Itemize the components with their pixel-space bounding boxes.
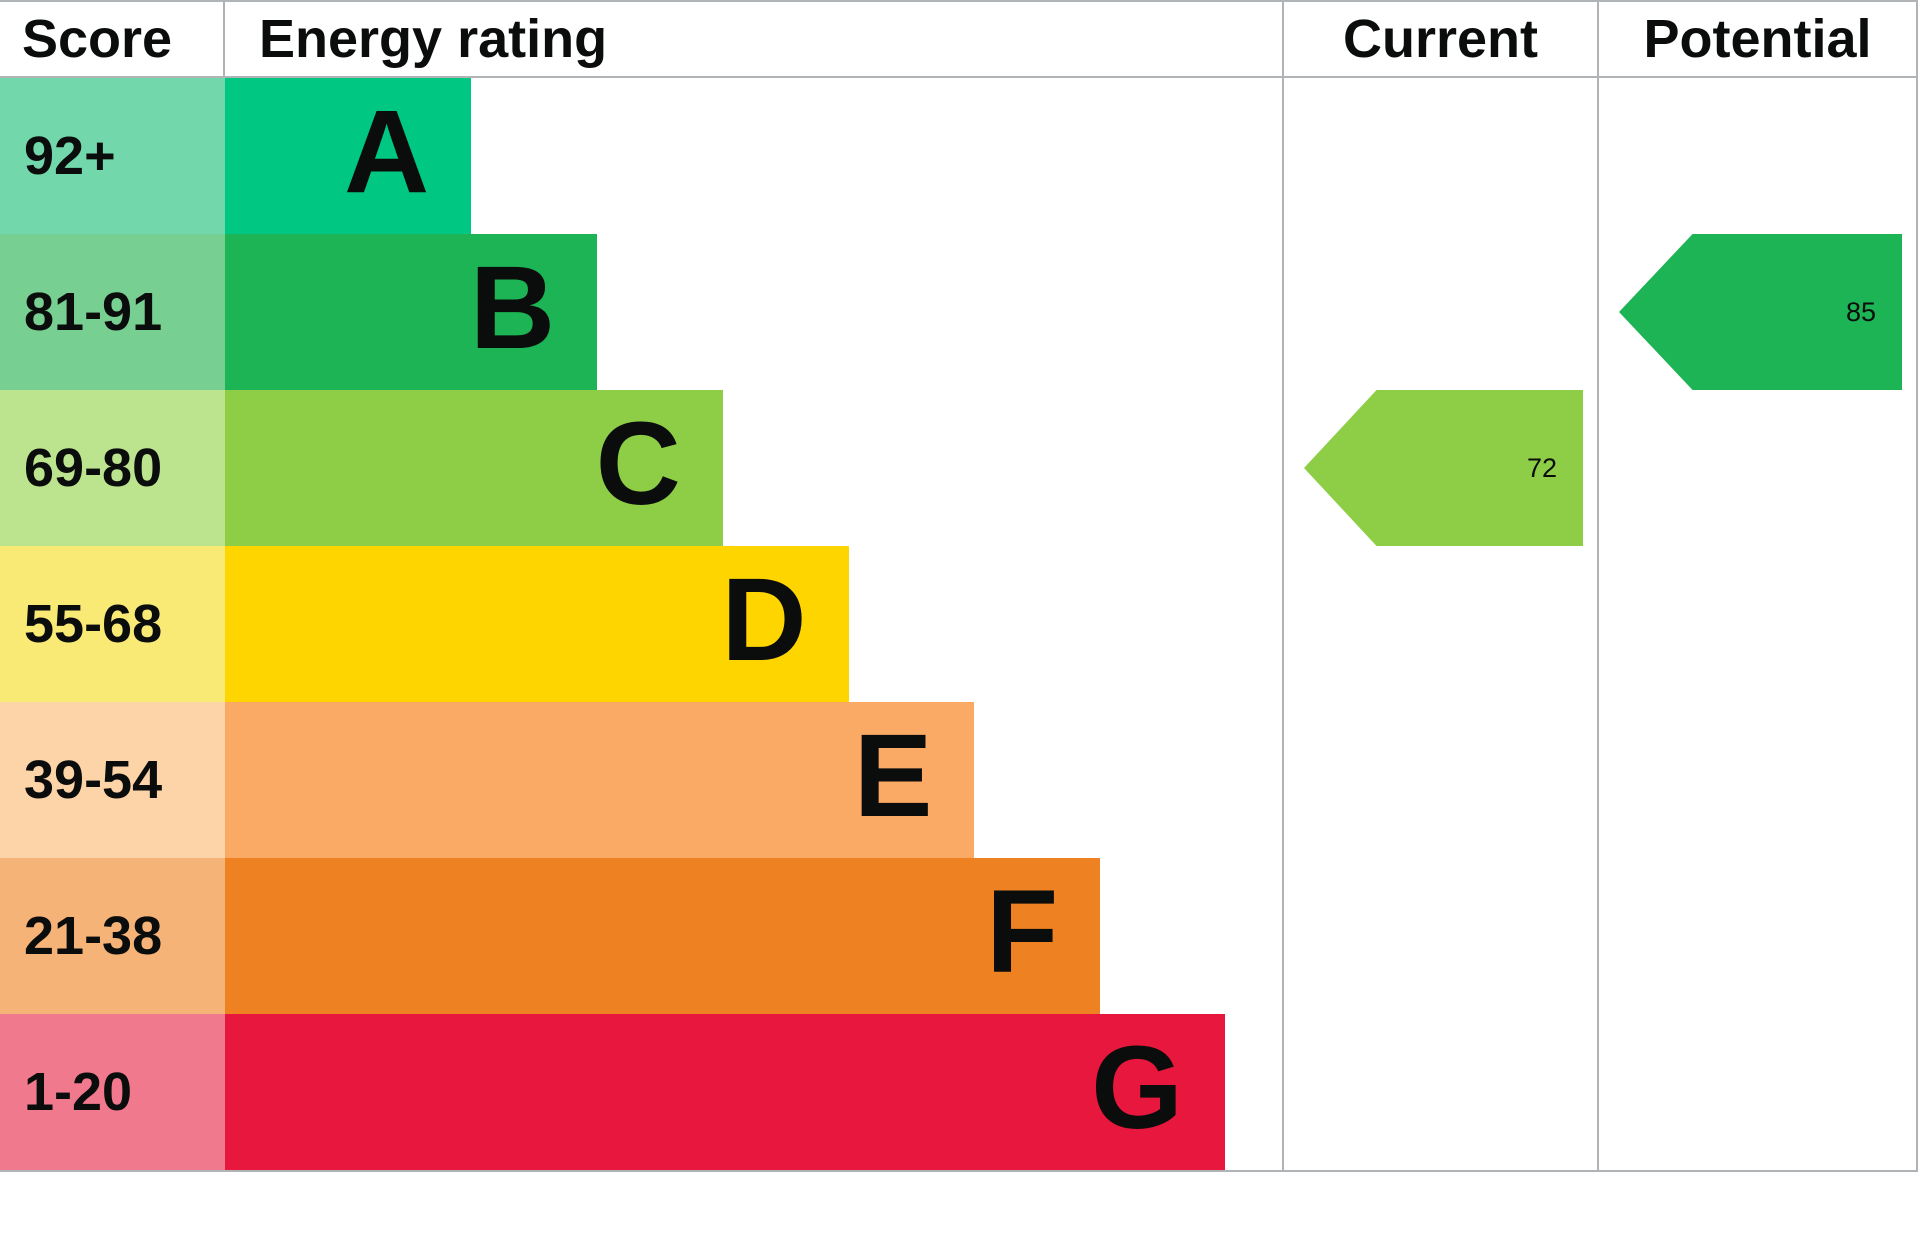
score-range-cell: 1-20: [0, 1014, 225, 1170]
energy-band-bar: F: [225, 858, 1101, 1014]
current-cell: 72: [1282, 390, 1597, 546]
current-cell: [1282, 78, 1597, 234]
score-range-cell: 92+: [0, 78, 225, 234]
header-row: Score Energy rating Current Potential: [0, 0, 1918, 78]
potential-cell: [1597, 702, 1918, 858]
score-range-cell: 81-91: [0, 234, 225, 390]
header-potential: Potential: [1597, 2, 1918, 76]
band-row: 21-38 F: [0, 858, 1918, 1014]
band-row: 55-68 D: [0, 546, 1918, 702]
band-letter: G: [1091, 1022, 1183, 1154]
score-range-label: 92+: [24, 126, 116, 186]
current-cell: [1282, 702, 1597, 858]
score-range-label: 1-20: [24, 1062, 133, 1122]
energy-rating-bar-cell: E: [225, 702, 1282, 858]
current-cell: [1282, 234, 1597, 390]
band-letter: C: [595, 398, 681, 530]
potential-rating-arrow: 85: [1619, 234, 1902, 390]
potential-cell: [1597, 390, 1918, 546]
score-range-label: 55-68: [24, 594, 163, 654]
band-row: 81-91 B 85: [0, 234, 1918, 390]
score-range-label: 81-91: [24, 282, 163, 342]
score-range-cell: 39-54: [0, 702, 225, 858]
current-cell: [1282, 1014, 1597, 1170]
band-row: 92+ A: [0, 78, 1918, 234]
energy-rating-bar-cell: F: [225, 858, 1282, 1014]
header-energy-rating: Energy rating: [259, 9, 608, 69]
current-rating-value: 72: [1526, 452, 1557, 483]
energy-rating-bar-cell: G: [225, 1014, 1282, 1170]
energy-band-bar: A: [225, 78, 472, 234]
potential-cell: [1597, 546, 1918, 702]
header-current: Current: [1282, 2, 1597, 76]
band-letter: D: [721, 554, 807, 686]
score-range-cell: 69-80: [0, 390, 225, 546]
potential-cell: [1597, 1014, 1918, 1170]
score-range-cell: 21-38: [0, 858, 225, 1014]
band-row: 69-80 C 72: [0, 390, 1918, 546]
band-letter: E: [853, 710, 933, 842]
score-range-cell: 55-68: [0, 546, 225, 702]
potential-cell: [1597, 78, 1918, 234]
band-row: 1-20 G: [0, 1014, 1918, 1170]
score-range-label: 21-38: [24, 906, 163, 966]
epc-bands: 92+ A 81-91 B 85 69-80 C 72: [0, 78, 1918, 1172]
header-score: Score: [0, 2, 225, 76]
energy-band-bar: E: [225, 702, 975, 858]
potential-rating-value: 85: [1845, 296, 1876, 327]
energy-band-bar: C: [225, 390, 723, 546]
current-rating-arrow: 72: [1304, 390, 1583, 546]
energy-band-bar: B: [225, 234, 598, 390]
current-cell: [1282, 858, 1597, 1014]
potential-cell: [1597, 858, 1918, 1014]
energy-rating-bar-cell: A: [225, 78, 1282, 234]
band-row: 39-54 E: [0, 702, 1918, 858]
energy-band-bar: D: [225, 546, 849, 702]
current-cell: [1282, 546, 1597, 702]
band-letter: F: [986, 866, 1059, 998]
energy-rating-bar-cell: D: [225, 546, 1282, 702]
energy-rating-bar-cell: B: [225, 234, 1282, 390]
energy-band-bar: G: [225, 1014, 1225, 1170]
band-letter: A: [344, 86, 430, 218]
band-letter: B: [469, 242, 556, 374]
score-range-label: 39-54: [24, 750, 163, 810]
energy-rating-bar-cell: C: [225, 390, 1282, 546]
score-range-label: 69-80: [24, 438, 163, 498]
potential-cell: 85: [1597, 234, 1918, 390]
